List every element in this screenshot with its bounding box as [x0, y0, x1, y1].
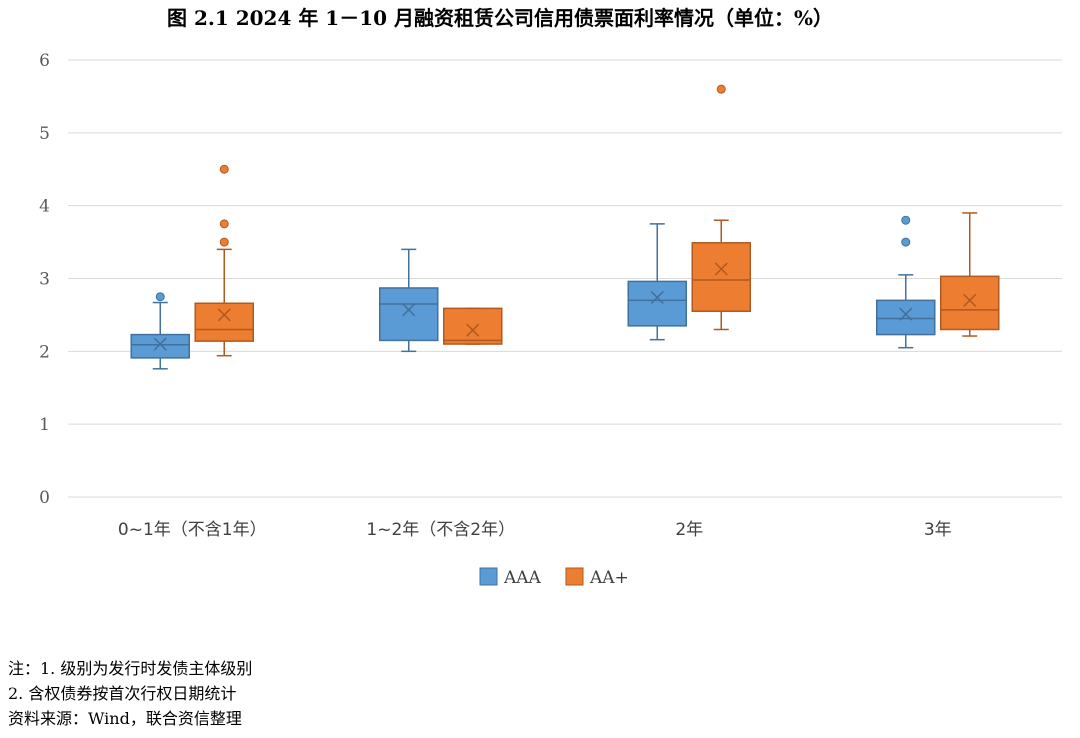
- y-axis-ticks: 0 1 2 3 4 5 6: [39, 51, 50, 508]
- box-AA+-0: [194, 164, 254, 357]
- outlier-point: [219, 237, 229, 247]
- iqr-box: [443, 307, 503, 345]
- outlier-point: [219, 164, 229, 174]
- box-AAA-1: [379, 248, 439, 353]
- y-tick-label: 1: [39, 415, 50, 435]
- outlier-point: [901, 215, 911, 225]
- x-category-label: 0~1年（不含1年）: [118, 520, 267, 540]
- outlier-point: [716, 84, 726, 94]
- iqr-box: [130, 333, 190, 359]
- y-tick-label: 5: [39, 124, 50, 144]
- source-note: 资料来源：Wind，联合资信整理: [8, 709, 242, 728]
- legend-swatch: [479, 567, 498, 586]
- x-category-label: 1~2年（不含2年）: [366, 520, 515, 540]
- box-AA+-1: [443, 307, 503, 345]
- box-AAA-3: [876, 215, 936, 349]
- outlier-point: [155, 292, 165, 302]
- y-tick-label: 4: [39, 197, 50, 217]
- iqr-box: [379, 287, 439, 342]
- y-tick-label: 6: [39, 51, 50, 71]
- gridlines: [68, 59, 1062, 498]
- box-AA+-3: [940, 212, 1000, 337]
- iqr-box: [691, 242, 751, 313]
- iqr-box: [194, 302, 254, 342]
- legend-label: AA+: [589, 568, 629, 588]
- mean-marker: [402, 303, 416, 317]
- iqr-box: [940, 275, 1000, 331]
- x-category-label: 3年: [924, 520, 952, 540]
- box-AAA-0: [130, 292, 190, 370]
- chart-title: 图 2.1 2024 年 1－10 月融资租赁公司信用债票面利率情况（单位：%）: [166, 6, 834, 30]
- mean-marker: [714, 262, 728, 276]
- iqr-box: [876, 299, 936, 336]
- x-category-label: 2年: [675, 520, 703, 540]
- mean-marker: [153, 337, 167, 351]
- legend-label: AAA: [503, 568, 542, 588]
- y-tick-label: 2: [39, 342, 50, 362]
- footnote-2: 2. 含权债券按首次行权日期统计: [8, 684, 237, 703]
- mean-marker: [899, 307, 913, 321]
- box-plot-series: [130, 84, 1000, 370]
- footnotes: 注：1. 级别为发行时发债主体级别 2. 含权债券按首次行权日期统计 资料来源：…: [8, 656, 252, 731]
- box-AA+-2: [691, 84, 751, 331]
- mean-marker: [217, 308, 231, 322]
- iqr-box: [627, 280, 687, 327]
- outlier-point: [219, 219, 229, 229]
- mean-marker: [650, 290, 664, 304]
- box-plot-chart: 0 1 2 3 4 5 6 0~1年（不含1年） 1~2年（不含2年） 2年 3年 AAA AA+: [39, 51, 1062, 588]
- box-AAA-2: [627, 223, 687, 341]
- legend: AAA AA+: [479, 567, 629, 588]
- mean-marker: [466, 323, 480, 337]
- legend-swatch: [565, 567, 584, 586]
- mean-marker: [963, 293, 977, 307]
- outlier-point: [901, 237, 911, 247]
- y-tick-label: 0: [39, 488, 50, 508]
- y-tick-label: 3: [39, 270, 50, 290]
- x-axis-categories: 0~1年（不含1年） 1~2年（不含2年） 2年 3年: [118, 520, 952, 540]
- footnote-1: 注：1. 级别为发行时发债主体级别: [8, 659, 253, 678]
